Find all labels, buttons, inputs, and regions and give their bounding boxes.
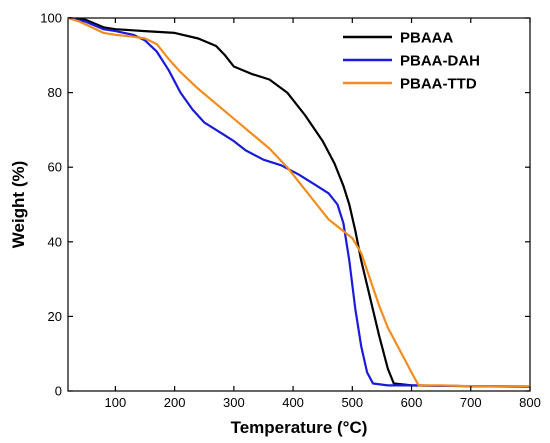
y-tick-label: 20 (48, 309, 62, 324)
x-tick-label: 400 (282, 395, 304, 410)
x-tick-label: 500 (341, 395, 363, 410)
x-tick-label: 700 (460, 395, 482, 410)
y-axis-title: Weight (%) (9, 161, 28, 249)
plot-frame (67, 17, 531, 392)
y-tick-label: 80 (48, 85, 62, 100)
series-line-pbaa-ttd (67, 16, 531, 388)
x-tick-label: 600 (401, 395, 423, 410)
series-layer (67, 16, 531, 388)
plot-area: 100 200 300 400 500 600 700 800 0 20 40 60 80 100 (40, 11, 541, 411)
y-tick-label: 0 (55, 384, 62, 399)
y-tick-label: 60 (48, 160, 62, 175)
legend-label-pbaaa: PBAAA (400, 30, 454, 47)
x-tick-label: 200 (164, 395, 186, 410)
legend: PBAAA PBAA-DAH PBAA-TTD (343, 30, 480, 93)
legend-label-pbaa-dah: PBAA-DAH (400, 53, 480, 70)
series-line-pbaaa (67, 16, 531, 388)
x-tick-label: 100 (105, 395, 127, 410)
y-tick-label: 100 (40, 11, 62, 26)
x-tick-label: 800 (519, 395, 541, 410)
x-axis-title: Temperature (°C) (231, 418, 368, 437)
y-tick-label: 40 (48, 234, 62, 249)
x-tick-label: 300 (223, 395, 245, 410)
legend-label-pbaa-ttd: PBAA-TTD (400, 76, 477, 93)
series-line-pbaa-dah (67, 16, 531, 388)
ticks-layer: 100 200 300 400 500 600 700 800 0 20 40 60 80 100 (40, 11, 541, 411)
